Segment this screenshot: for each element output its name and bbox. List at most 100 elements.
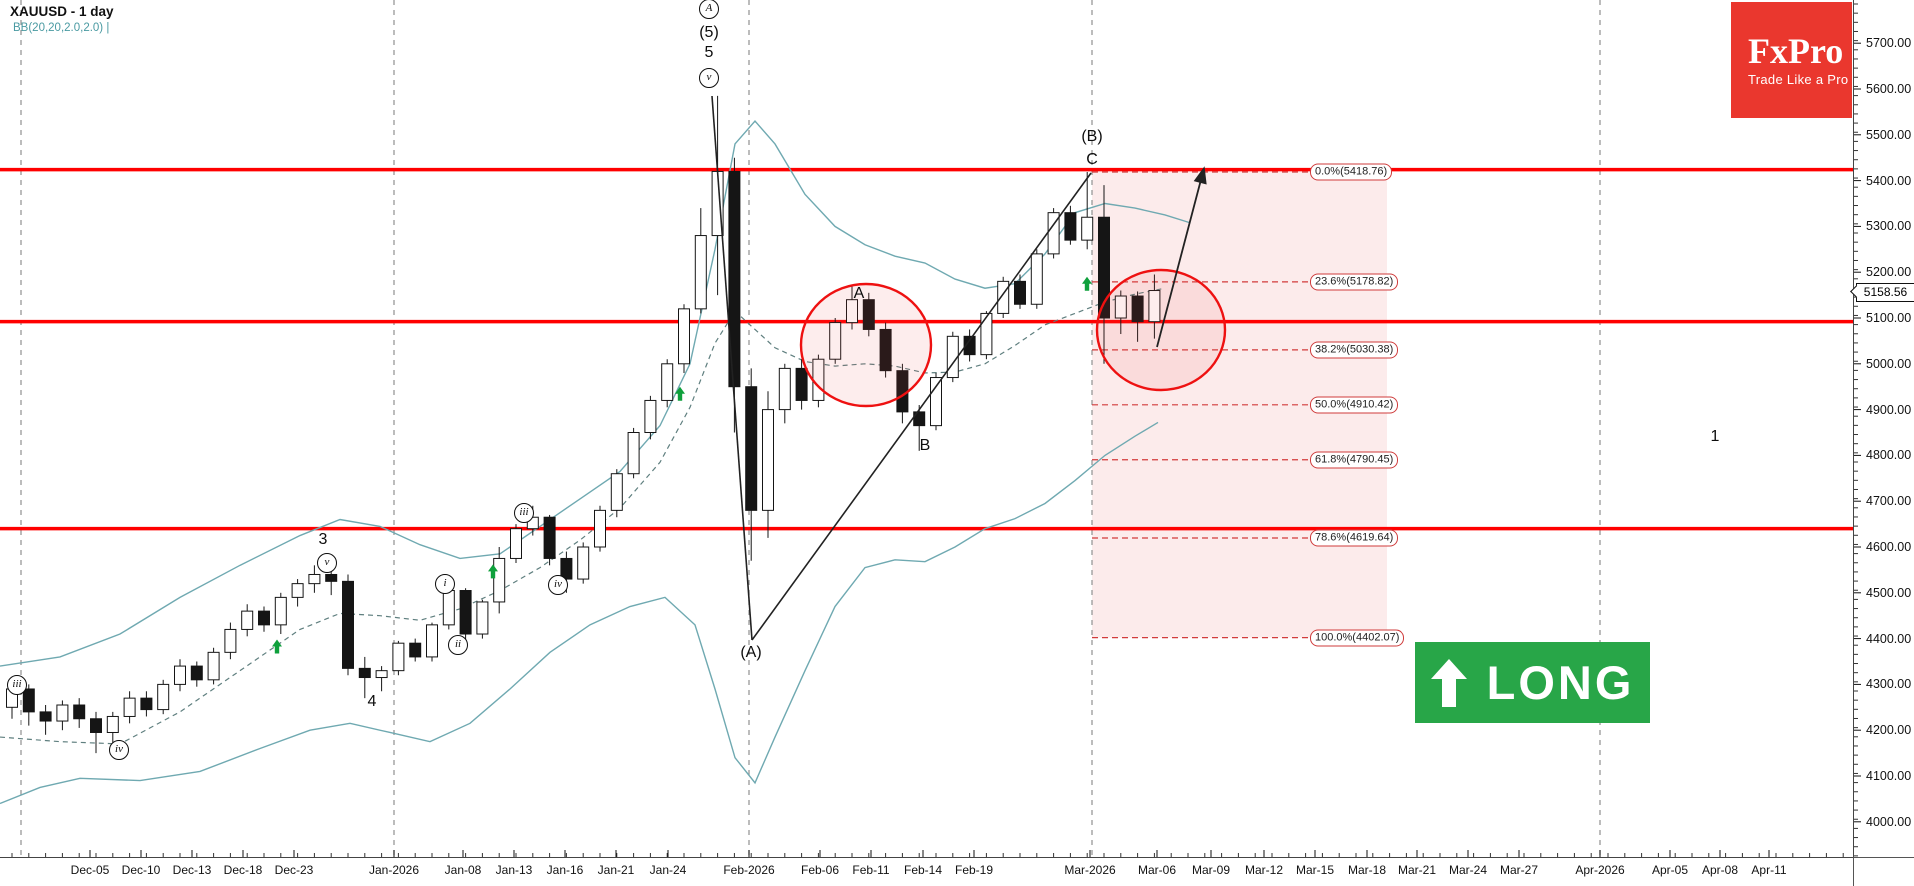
- time-axis-label[interactable]: Jan-13: [495, 863, 533, 877]
- candle-bullish: [762, 409, 774, 511]
- wave-label-circled: iv: [109, 740, 129, 760]
- time-axis-label[interactable]: Feb-19: [954, 863, 994, 877]
- time-axis-label[interactable]: Mar-24: [1448, 863, 1488, 877]
- time-axis-label[interactable]: Jan-21: [597, 863, 635, 877]
- time-axis-label[interactable]: Mar-12: [1244, 863, 1284, 877]
- time-axis-label[interactable]: Feb-2026: [723, 863, 775, 877]
- price-axis-label[interactable]: 5100.00: [1866, 311, 1912, 325]
- candle-bullish: [980, 312, 993, 356]
- fib-level-label: 61.8%(4790.45): [1310, 451, 1399, 469]
- price-axis-label[interactable]: 5500.00: [1866, 127, 1912, 142]
- time-axis-label[interactable]: Dec-18: [223, 863, 263, 877]
- candle-bullish: [56, 704, 69, 722]
- symbol-title: XAUUSD - 1 day: [10, 4, 114, 19]
- up-arrow-icon: [1430, 658, 1467, 707]
- price-axis-label[interactable]: 4700.00: [1866, 494, 1912, 509]
- time-axis-label[interactable]: Jan-16: [546, 863, 584, 877]
- time-axis-label[interactable]: Feb-06: [800, 863, 840, 877]
- long-signal-label: LONG: [1486, 656, 1635, 709]
- price-axis-label[interactable]: 5300.00: [1866, 219, 1912, 234]
- fxpro-logo: FxPro Trade Like a Pro: [1731, 2, 1852, 118]
- price-axis-label[interactable]: 4200.00: [1866, 723, 1912, 738]
- time-axis-label[interactable]: Mar-21: [1397, 863, 1437, 877]
- price-axis-label[interactable]: 5200.00: [1866, 265, 1912, 280]
- price-axis-label[interactable]: 4600.00: [1866, 540, 1912, 554]
- time-axis-label[interactable]: Apr-05: [1651, 863, 1689, 877]
- time-axis-label[interactable]: Mar-06: [1137, 863, 1177, 877]
- time-axis-label[interactable]: Mar-2026: [1064, 863, 1116, 877]
- time-axis-label[interactable]: Apr-11: [1751, 863, 1787, 877]
- candle-bullish: [224, 628, 237, 653]
- price-axis-label[interactable]: 5600.00: [1866, 82, 1912, 96]
- candle-bearish: [190, 665, 203, 681]
- indicator-label: BB(20,20,2.0,2.0) |: [13, 22, 110, 34]
- time-axis-label[interactable]: Feb-11: [852, 863, 890, 877]
- time-axis-label[interactable]: Dec-13: [172, 863, 212, 877]
- time-axis-label[interactable]: Apr-08: [1701, 863, 1739, 877]
- buy-arrow-icon: [272, 639, 282, 654]
- candle-bearish: [459, 590, 472, 635]
- time-axis-label[interactable]: Dec-05: [70, 863, 110, 877]
- candle-bearish: [728, 170, 741, 388]
- wave-label: C: [1086, 151, 1098, 168]
- time-axis-label[interactable]: Feb-14: [903, 863, 943, 877]
- price-axis-label[interactable]: 4900.00: [1866, 402, 1912, 417]
- price-axis-label[interactable]: 4300.00: [1866, 677, 1912, 692]
- wave-label: 1: [1710, 428, 1720, 445]
- candle-bullish: [123, 697, 136, 717]
- candle-bullish: [392, 642, 405, 672]
- price-axis-label[interactable]: 5400.00: [1866, 173, 1912, 188]
- price-axis-label[interactable]: 5700.00: [1866, 36, 1912, 51]
- candle-bullish: [594, 509, 606, 548]
- time-axis-label[interactable]: Jan-08: [444, 863, 482, 877]
- price-axis-label[interactable]: 4100.00: [1866, 769, 1912, 783]
- long-signal-badge: LONG: [1415, 642, 1650, 723]
- candle-bullish: [694, 235, 707, 310]
- price-axis-label[interactable]: 4500.00: [1866, 585, 1912, 600]
- candle-bullish: [106, 715, 119, 733]
- candle-bearish: [140, 697, 153, 711]
- bollinger-lower-band: [0, 421, 1159, 805]
- price-axis-label[interactable]: 5000.00: [1866, 356, 1912, 371]
- candle-bullish: [1148, 290, 1161, 323]
- fib-level-label: 50.0%(4910.42): [1310, 396, 1399, 414]
- time-axis-label[interactable]: Mar-18: [1347, 863, 1387, 877]
- wave-label-circled: v: [699, 68, 719, 88]
- candle-bearish: [409, 642, 422, 658]
- candle-bullish: [241, 610, 254, 630]
- candle-bearish: [543, 516, 556, 559]
- candle-bullish: [274, 596, 287, 626]
- candle-bearish: [913, 411, 926, 427]
- price-axis-label[interactable]: 4000.00: [1866, 814, 1912, 829]
- wave-label: 4: [367, 693, 377, 710]
- axis-corner: [1853, 857, 1914, 886]
- time-axis-label[interactable]: Apr-2026: [1575, 863, 1625, 877]
- candle-bullish: [661, 363, 674, 401]
- projection-arrow-head: [1193, 166, 1207, 185]
- wave-label: 5: [704, 44, 714, 61]
- candle-bullish: [778, 367, 791, 411]
- time-axis-label[interactable]: Jan-24: [649, 863, 687, 877]
- wave-label-circled: A: [699, 0, 719, 19]
- wave-label-circled: ii: [448, 635, 468, 655]
- time-axis-label[interactable]: Mar-15: [1295, 863, 1335, 877]
- candle-bullish: [510, 528, 522, 559]
- candle-bullish: [610, 473, 623, 511]
- projection-arrow-line: [1156, 171, 1204, 348]
- wave-label-circled: iv: [548, 575, 568, 595]
- time-axis-label[interactable]: Mar-09: [1191, 863, 1231, 877]
- buy-arrow-icon: [1081, 276, 1092, 291]
- time-axis-label[interactable]: Dec-10: [121, 863, 161, 877]
- time-axis-label[interactable]: Jan-2026: [368, 863, 420, 877]
- fxpro-logo-tagline: Trade Like a Pro: [1748, 72, 1849, 87]
- trend-line: [711, 95, 753, 641]
- candle-bearish: [963, 335, 976, 356]
- price-axis-label[interactable]: 4800.00: [1866, 448, 1912, 463]
- time-axis-label[interactable]: Dec-23: [274, 863, 314, 877]
- price-axis-border: [1853, 0, 1854, 857]
- fib-level-label: 23.6%(5178.82): [1310, 273, 1399, 291]
- price-axis-label[interactable]: 4400.00: [1866, 631, 1912, 646]
- time-axis-label[interactable]: Mar-27: [1499, 863, 1539, 877]
- bollinger-upper-band: [0, 119, 1191, 667]
